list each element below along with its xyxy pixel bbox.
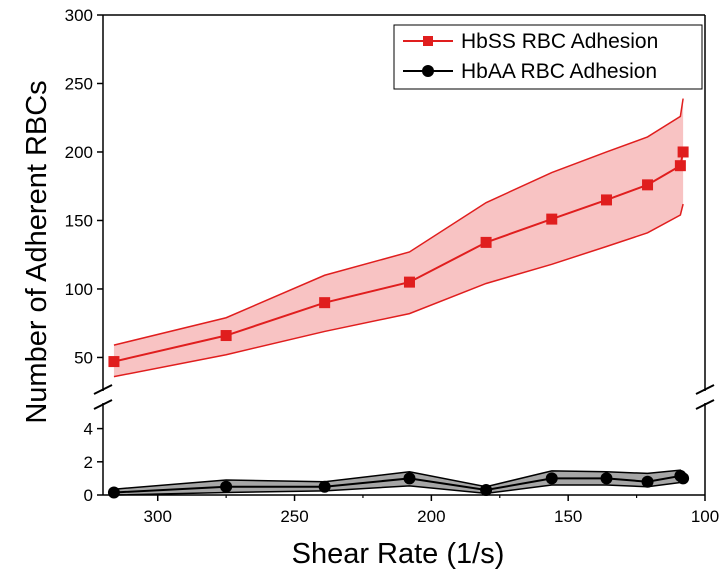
y-lower-tick-label: 0: [84, 486, 93, 505]
right-axis-break-mark: [695, 399, 715, 410]
x-tick-label: 250: [280, 507, 308, 526]
plot-area: [107, 98, 690, 499]
hbss-point: [403, 276, 415, 288]
tick-labels: 300 250 200 150 100 50 100 150 200 250 300 0 2 4: [65, 6, 720, 526]
y-upper-tick-label: 150: [65, 211, 93, 230]
left-axis-break-mark: [93, 384, 113, 395]
hbss-point: [480, 236, 492, 248]
x-tick-label: 150: [554, 507, 582, 526]
hbaa-point: [220, 480, 233, 493]
y-upper-tick-label: 300: [65, 6, 93, 25]
legend-label-hbss: HbSS RBC Adhesion: [461, 30, 658, 53]
hbaa-mean-line: [113, 474, 684, 494]
hbaa-point: [600, 472, 613, 485]
hbss-point: [220, 330, 232, 342]
legend-label-hbaa: HbAA RBC Adhesion: [461, 60, 657, 83]
hbss-mean-line: [113, 151, 685, 363]
hbaa-point: [318, 480, 331, 493]
x-tick-label: 300: [144, 507, 172, 526]
hbss-upper-bound-line: [113, 98, 684, 346]
hbaa-point: [480, 484, 493, 497]
right-axis-break-mark: [695, 384, 715, 395]
y-axis-title: Number of Adherent RBCs: [21, 80, 53, 423]
hbaa-point: [545, 472, 558, 485]
hbaa-point: [641, 475, 654, 488]
y-upper-tick-label: 100: [65, 280, 93, 299]
hbss-point: [108, 356, 120, 368]
y-lower-tick-label: 2: [84, 453, 93, 472]
hbss-point: [546, 213, 558, 225]
hbss-point: [642, 179, 654, 191]
hbss-point: [677, 146, 689, 158]
hbaa-error-band: [113, 470, 684, 495]
x-tick-label: 200: [417, 507, 445, 526]
hbss-point: [319, 297, 331, 309]
hbss-point: [674, 160, 686, 172]
x-axis-title: Shear Rate (1/s): [292, 538, 505, 570]
left-axis-break-mark: [93, 399, 113, 410]
hbss-point: [600, 194, 612, 206]
legend: HbSS RBC Adhesion HbAA RBC Adhesion: [393, 24, 703, 90]
hbss-lower-bound-line: [113, 203, 684, 378]
hbaa-point: [107, 486, 120, 499]
hbaa-upper-bound-line: [113, 469, 684, 490]
y-lower-tick-label: 4: [84, 420, 93, 439]
legend-marker-hbaa: [422, 65, 434, 77]
hbaa-point: [677, 472, 690, 485]
legend-box: [393, 24, 703, 90]
y-upper-tick-label: 50: [74, 348, 93, 367]
y-upper-tick-label: 250: [65, 74, 93, 93]
hbss-error-band: [113, 98, 684, 377]
hbaa-point: [403, 472, 416, 485]
axes: [93, 14, 715, 501]
legend-marker-hbss: [423, 36, 433, 46]
x-tick-label: 100: [691, 507, 719, 526]
y-upper-tick-label: 200: [65, 143, 93, 162]
hbaa-lower-bound-line: [113, 481, 684, 496]
